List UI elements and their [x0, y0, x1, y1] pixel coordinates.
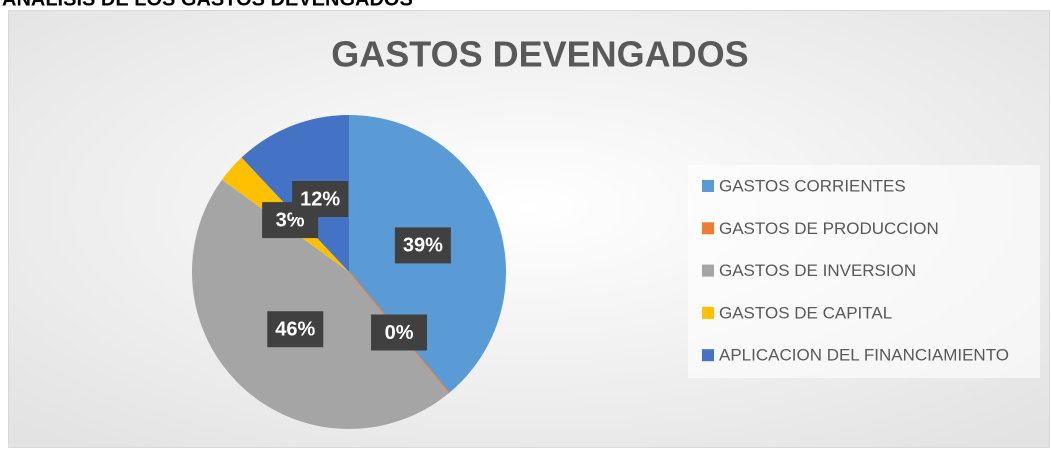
legend-swatch: [702, 222, 714, 235]
data-label-box: [292, 181, 349, 218]
legend-label: GASTOS CORRIENTES: [719, 176, 906, 195]
data-label-box: [394, 227, 451, 264]
data-label: 0%: [385, 322, 414, 344]
legend-label: GASTOS DE INVERSION: [719, 261, 916, 280]
pie-slice: [191, 179, 450, 430]
legend-swatch: [702, 349, 714, 362]
legend-swatch: [702, 180, 714, 192]
legend-label: APLICACION DEL FINANCIAMIENTO: [719, 346, 1009, 365]
chart-title: GASTOS DEVENGADOS: [331, 34, 748, 75]
data-label: 39%: [403, 235, 443, 257]
legend-swatch: [702, 306, 714, 319]
data-label-box: [371, 314, 428, 351]
data-label: 12%: [300, 188, 340, 210]
legend-swatch: [702, 264, 714, 277]
data-label: 46%: [275, 319, 315, 341]
page-heading: ANALISIS DE LOS GASTOS DEVENGADOS: [2, 0, 413, 10]
legend-box: [688, 165, 1040, 378]
legend-label: GASTOS DE PRODUCCION: [719, 219, 939, 238]
legend-label: GASTOS DE CAPITAL: [719, 303, 892, 322]
data-label-box: [267, 311, 324, 348]
